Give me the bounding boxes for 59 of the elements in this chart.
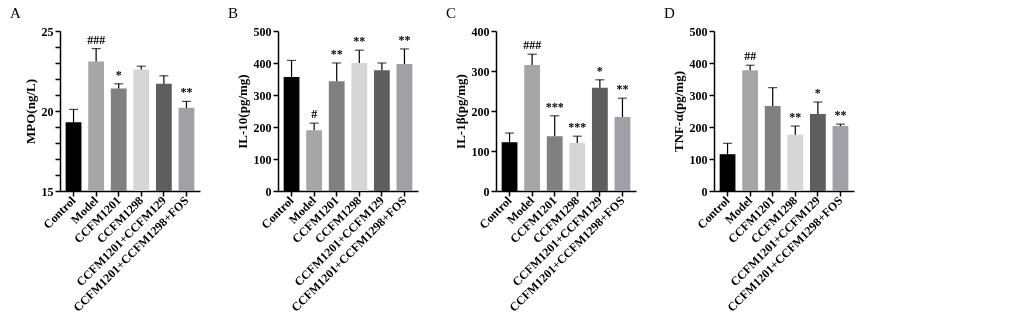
annotation: ** [789, 110, 802, 125]
annotation: *** [545, 99, 564, 114]
y-tick-label: 200 [689, 120, 708, 135]
y-tick-label: 15 [41, 184, 54, 199]
annotation: ** [353, 34, 366, 49]
y-tick-label: 500 [253, 24, 272, 39]
annotation: * [115, 67, 122, 82]
annotation: ** [180, 85, 193, 100]
annotation: ## [744, 49, 757, 64]
annotation: ** [616, 82, 629, 97]
y-axis-title: IL-10(pg/mg) [234, 74, 250, 149]
bar [614, 117, 631, 191]
bar [569, 143, 586, 191]
bar [306, 130, 323, 191]
bar [591, 87, 608, 191]
bar [396, 63, 413, 191]
y-tick-label: 300 [471, 64, 490, 79]
bar [524, 65, 541, 191]
y-tick-label: 100 [253, 152, 272, 167]
y-tick-label: 300 [253, 88, 272, 103]
annotation: * [596, 63, 603, 78]
bar [328, 81, 345, 191]
y-tick-label: 300 [689, 88, 708, 103]
annotation: ** [834, 108, 847, 123]
annotation: # [311, 107, 318, 122]
y-tick-label: 500 [689, 24, 708, 39]
bar [351, 63, 368, 191]
y-axis-title: TNF-α(pg/mg) [670, 71, 686, 152]
y-tick-label: 0 [483, 184, 490, 199]
chart-title: C [446, 5, 457, 21]
bar [764, 105, 781, 191]
y-tick-label: 0 [701, 184, 708, 199]
annotation: ### [523, 38, 542, 53]
bar [809, 113, 826, 191]
annotation: *** [568, 120, 587, 135]
bar [787, 134, 804, 191]
bar [373, 70, 390, 191]
y-tick-label: 100 [689, 152, 708, 167]
chart-title: B [228, 5, 239, 21]
y-tick-label: 200 [471, 104, 490, 119]
y-axis-title: IL-1β(pg/mg) [452, 74, 468, 149]
chart-title: A [10, 5, 21, 21]
y-tick-label: 400 [689, 56, 708, 71]
annotation: * [814, 86, 821, 101]
annotation: ### [87, 32, 106, 47]
y-tick-label: 100 [471, 144, 490, 159]
y-tick-label: 400 [253, 56, 272, 71]
y-tick-label: 200 [253, 120, 272, 135]
y-tick-label: 400 [471, 24, 490, 39]
bar [546, 136, 563, 191]
y-tick-label: 20 [41, 104, 54, 119]
bar [742, 70, 759, 191]
annotation: ** [330, 47, 343, 61]
y-tick-label: 25 [41, 24, 54, 39]
chart-title: D [664, 5, 675, 21]
y-tick-label: 0 [265, 184, 272, 199]
y-axis-title: MPO(ng/L) [22, 79, 38, 144]
bar [832, 126, 849, 191]
annotation: ** [398, 32, 411, 47]
